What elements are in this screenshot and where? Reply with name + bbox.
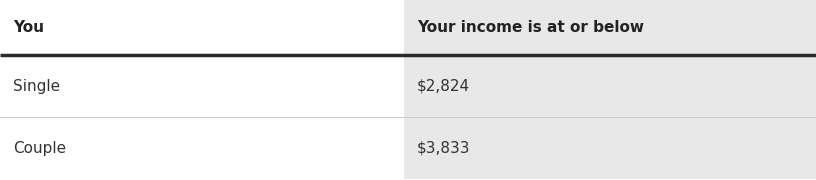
- Bar: [404, 0, 816, 55]
- Bar: [0, 55, 404, 117]
- Bar: [404, 55, 816, 117]
- Text: Single: Single: [13, 79, 60, 94]
- Text: Your income is at or below: Your income is at or below: [417, 20, 644, 35]
- Bar: [404, 117, 816, 179]
- Text: $2,824: $2,824: [417, 79, 470, 94]
- Text: Couple: Couple: [13, 141, 66, 156]
- Bar: [0, 0, 404, 55]
- Text: $3,833: $3,833: [417, 141, 471, 156]
- Text: You: You: [13, 20, 44, 35]
- Bar: [0, 117, 404, 179]
